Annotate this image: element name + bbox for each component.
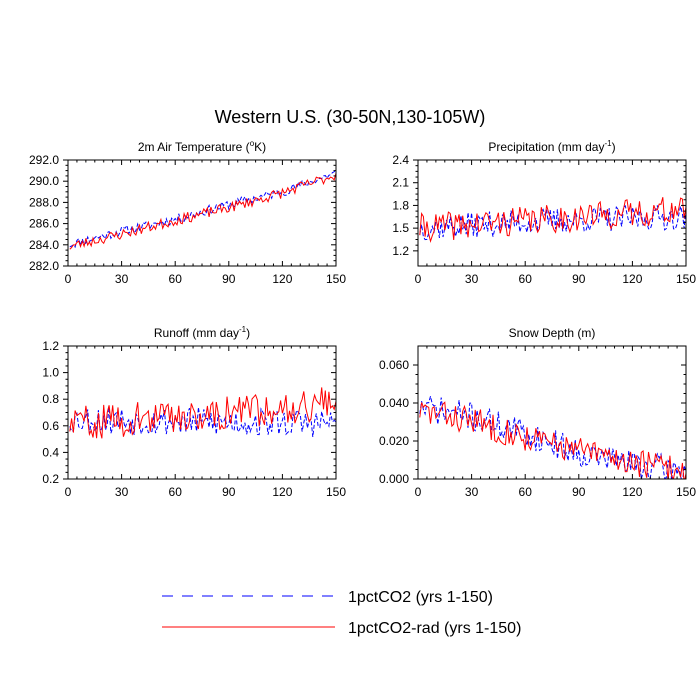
x-tick-label: 90 [572, 485, 586, 499]
x-tick-label: 30 [115, 272, 129, 286]
x-tick-label: 60 [169, 485, 183, 499]
y-tick-label: 1.0 [42, 366, 59, 380]
panel-title-runoff: Runoff (mm day-1) [154, 325, 250, 340]
x-tick-label: 30 [465, 272, 479, 286]
panel-title-air-temperature: 2m Air Temperature (oK) [138, 139, 266, 154]
x-tick-label: 120 [622, 485, 642, 499]
y-tick-label: 2.4 [392, 153, 409, 167]
x-tick-label: 0 [415, 485, 422, 499]
y-tick-label: 1.5 [392, 221, 409, 235]
x-tick-label: 60 [519, 272, 533, 286]
panel-snow-depth: Snow Depth (m) 0 30 60 90 120 150 0.000 0.020 0.0… [379, 326, 696, 499]
x-tick-label: 120 [622, 272, 642, 286]
legend-label-1pctco2-rad: 1pctCO2-rad (yrs 1-150) [348, 620, 521, 637]
x-tick-label: 90 [222, 272, 236, 286]
panel-runoff: Runoff (mm day-1) 0 30 60 90 120 150 0.2 0.4 0.6 0… [42, 325, 346, 499]
legend: 1pctCO2 (yrs 1-150) 1pctCO2-rad (yrs 1-1… [162, 589, 521, 637]
y-tick-label: 290.0 [29, 174, 59, 188]
x-tick-label: 150 [676, 485, 696, 499]
plot-frame [417, 159, 687, 267]
x-tick-label: 30 [115, 485, 129, 499]
x-tick-label: 0 [415, 272, 422, 286]
y-tick-label: 292.0 [29, 153, 59, 167]
x-tick-label: 60 [169, 272, 183, 286]
y-tick-label: 0.000 [379, 472, 409, 486]
y-tick-label: 0.040 [379, 396, 409, 410]
y-tick-label: 286.0 [29, 217, 59, 231]
x-tick-label: 120 [272, 272, 292, 286]
x-tick-label: 150 [326, 272, 346, 286]
y-tick-label: 288.0 [29, 195, 59, 209]
y-tick-label: 282.0 [29, 259, 59, 273]
x-tick-label: 60 [519, 485, 533, 499]
series-1pctco2-line [69, 407, 336, 438]
series-1pctco2-rad-line [419, 197, 686, 244]
plot-frame [417, 345, 687, 480]
y-tick-label: 284.0 [29, 238, 59, 252]
series-1pctco2-rad-line [69, 387, 336, 439]
x-tick-label: 150 [326, 485, 346, 499]
y-tick-label: 0.020 [379, 434, 409, 448]
x-tick-label: 30 [465, 485, 479, 499]
panel-title-snow-depth: Snow Depth (m) [509, 326, 596, 340]
panel-air-temperature: 2m Air Temperature (oK) 0 30 60 90 120 150 282.… [29, 139, 346, 286]
charts: 2m Air Temperature (oK) 0 30 60 90 120 150 282.… [29, 139, 696, 499]
y-tick-label: 0.8 [42, 392, 59, 406]
legend-label-1pctco2: 1pctCO2 (yrs 1-150) [348, 589, 493, 606]
y-tick-label: 0.060 [379, 358, 409, 372]
y-tick-label: 0.4 [42, 445, 59, 459]
x-tick-label: 150 [676, 272, 696, 286]
series-1pctco2-line [69, 170, 336, 249]
series-1pctco2-rad-line [419, 401, 686, 479]
y-tick-label: 0.2 [42, 472, 59, 486]
x-tick-label: 0 [65, 485, 72, 499]
x-tick-label: 90 [222, 485, 236, 499]
figure-title: Western U.S. (30-50N,130-105W) [215, 107, 486, 127]
panel-precipitation: Precipitation (mm day-1) 0 30 60 90 120 150 1.2… [392, 139, 696, 286]
y-tick-label: 2.1 [392, 176, 409, 190]
x-tick-label: 0 [65, 272, 72, 286]
panel-title-precipitation: Precipitation (mm day-1) [488, 139, 615, 154]
series-1pctco2-rad-line [69, 172, 336, 250]
y-tick-label: 1.2 [42, 339, 59, 353]
y-tick-label: 1.8 [392, 198, 409, 212]
y-tick-label: 0.6 [42, 419, 59, 433]
x-tick-label: 120 [272, 485, 292, 499]
y-tick-label: 1.2 [392, 244, 409, 258]
x-tick-label: 90 [572, 272, 586, 286]
